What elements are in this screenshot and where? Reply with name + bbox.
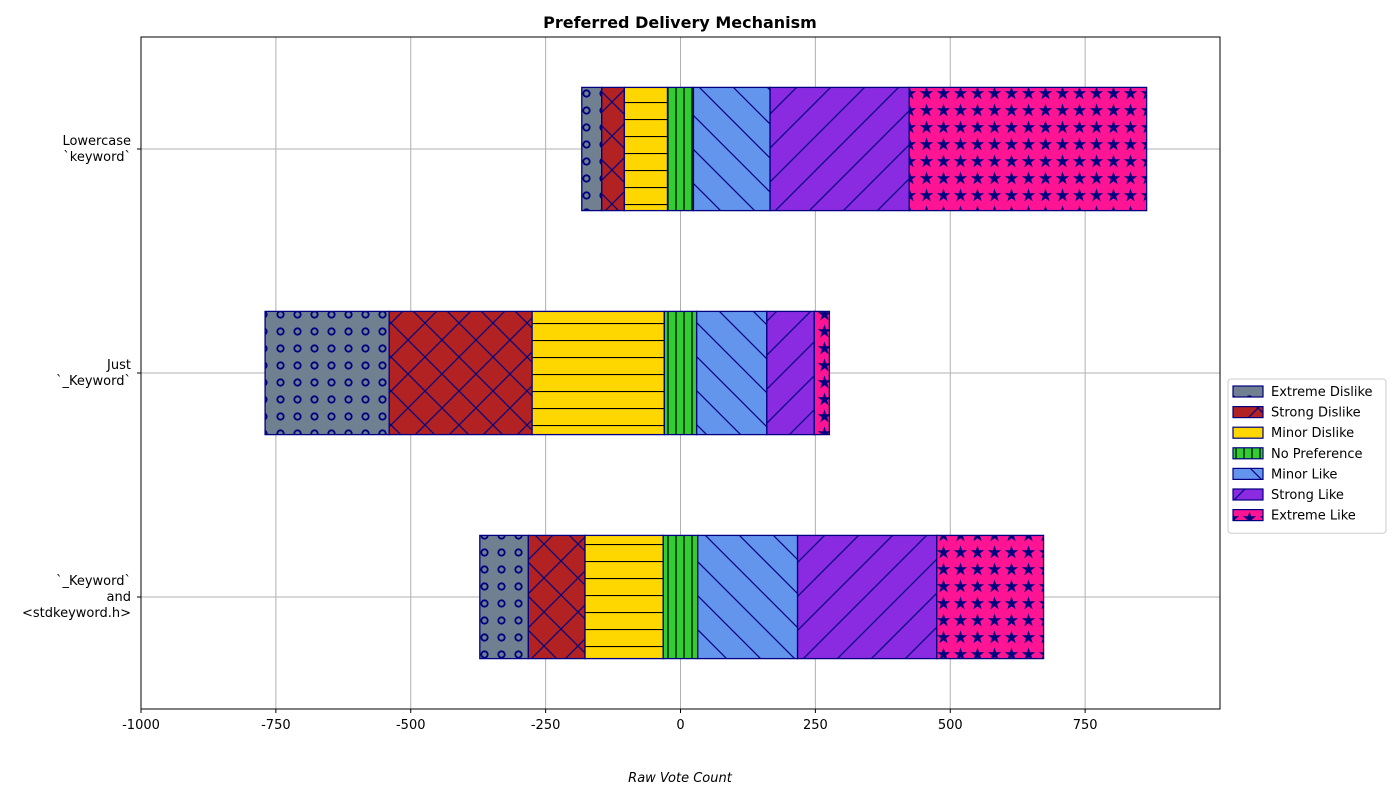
y-tick-label: Just xyxy=(106,358,131,373)
bar-segment xyxy=(584,534,664,660)
bar-pattern xyxy=(696,310,768,436)
bar-pattern xyxy=(796,534,938,660)
legend-item: Minor Dislike xyxy=(1232,426,1354,441)
legend-swatch-pattern xyxy=(1232,447,1264,460)
bar-segment xyxy=(527,534,586,660)
legend-swatch-pattern xyxy=(1232,426,1264,439)
bar-pattern xyxy=(527,534,586,660)
legend-item: Strong Like xyxy=(1232,488,1344,503)
bar-segment xyxy=(769,86,910,212)
y-tick-label: and xyxy=(107,590,131,605)
legend-swatch-pattern xyxy=(1232,509,1264,522)
x-tick-label: -1000 xyxy=(122,718,160,733)
x-tick-label: 500 xyxy=(938,718,963,733)
x-tick-label: 0 xyxy=(676,718,684,733)
legend-label: Minor Like xyxy=(1271,467,1337,482)
bar-pattern xyxy=(601,86,626,212)
bar-pattern xyxy=(697,534,799,660)
bar-segment xyxy=(796,534,938,660)
legend-label: Minor Dislike xyxy=(1271,426,1354,441)
bar-pattern xyxy=(813,310,831,436)
legend-swatch-pattern xyxy=(1232,406,1264,419)
bar-segment xyxy=(479,534,530,660)
bar-pattern xyxy=(692,86,771,212)
bar-segment xyxy=(936,534,1045,660)
legend-label: Strong Dislike xyxy=(1271,406,1361,421)
bar-segment xyxy=(264,310,390,436)
bar-segment xyxy=(623,86,669,212)
legend-item: No Preference xyxy=(1232,447,1363,462)
legend-item: Strong Dislike xyxy=(1232,406,1361,421)
bar-segment xyxy=(663,310,698,436)
bars xyxy=(264,86,1148,660)
bar-pattern xyxy=(663,310,698,436)
bar-segment xyxy=(908,86,1148,212)
x-tick-label: -750 xyxy=(261,718,291,733)
legend-swatch-pattern xyxy=(1232,467,1264,480)
bar-segment xyxy=(666,86,695,212)
bar-pattern xyxy=(662,534,699,660)
legend-item: Extreme Dislike xyxy=(1232,385,1373,400)
bar-pattern xyxy=(264,310,390,436)
bar-segment xyxy=(692,86,771,212)
bar-segment xyxy=(531,310,665,436)
bar-pattern xyxy=(769,86,910,212)
legend-label: Extreme Like xyxy=(1271,509,1356,524)
x-tick-label: -250 xyxy=(531,718,561,733)
y-axis-ticks: Lowercase`keyword`Just`_Keyword``_Keywor… xyxy=(22,134,141,621)
legend-swatch-pattern xyxy=(1232,488,1264,501)
legend: Extreme Dislike Strong Dislike Minor Disli… xyxy=(1227,378,1387,534)
x-axis-ticks: -1000 -750 -500 -250 0 250 500 750 xyxy=(122,709,1098,733)
bar-pattern xyxy=(581,86,603,212)
bar-segment xyxy=(813,310,831,436)
bar-segment xyxy=(697,534,799,660)
bar-segment xyxy=(581,86,603,212)
chart-title: Preferred Delivery Mechanism xyxy=(543,13,817,32)
legend-item: Minor Like xyxy=(1232,467,1337,482)
bar-pattern xyxy=(766,310,815,436)
bar-pattern xyxy=(531,310,665,436)
bar-pattern xyxy=(908,86,1148,212)
y-tick-label: `_Keyword` xyxy=(56,574,131,589)
y-tick-label: Lowercase xyxy=(62,134,131,149)
bar-pattern xyxy=(623,86,669,212)
legend-label: Strong Like xyxy=(1271,488,1344,503)
y-tick-label: <stdkeyword.h> xyxy=(22,606,131,621)
legend-frame xyxy=(1227,378,1387,534)
legend-swatch-pattern xyxy=(1232,385,1264,398)
y-tick-label: `keyword` xyxy=(63,150,131,165)
bar-segment xyxy=(662,534,699,660)
y-tick-label: `_Keyword` xyxy=(56,374,131,389)
x-axis-label: Raw Vote Count xyxy=(628,771,733,786)
bar-segment xyxy=(696,310,768,436)
bar-segment xyxy=(766,310,815,436)
bar-pattern xyxy=(666,86,695,212)
bar-pattern xyxy=(936,534,1045,660)
bar-pattern xyxy=(479,534,530,660)
legend-item: Extreme Like xyxy=(1232,509,1356,524)
bar-segment xyxy=(601,86,626,212)
x-tick-label: 250 xyxy=(803,718,828,733)
legend-label: Extreme Dislike xyxy=(1271,385,1373,400)
bar-pattern xyxy=(584,534,664,660)
bar-pattern xyxy=(388,310,533,436)
legend-label: No Preference xyxy=(1271,447,1363,462)
x-tick-label: 750 xyxy=(1073,718,1098,733)
x-tick-label: -500 xyxy=(396,718,426,733)
bar-segment xyxy=(388,310,533,436)
